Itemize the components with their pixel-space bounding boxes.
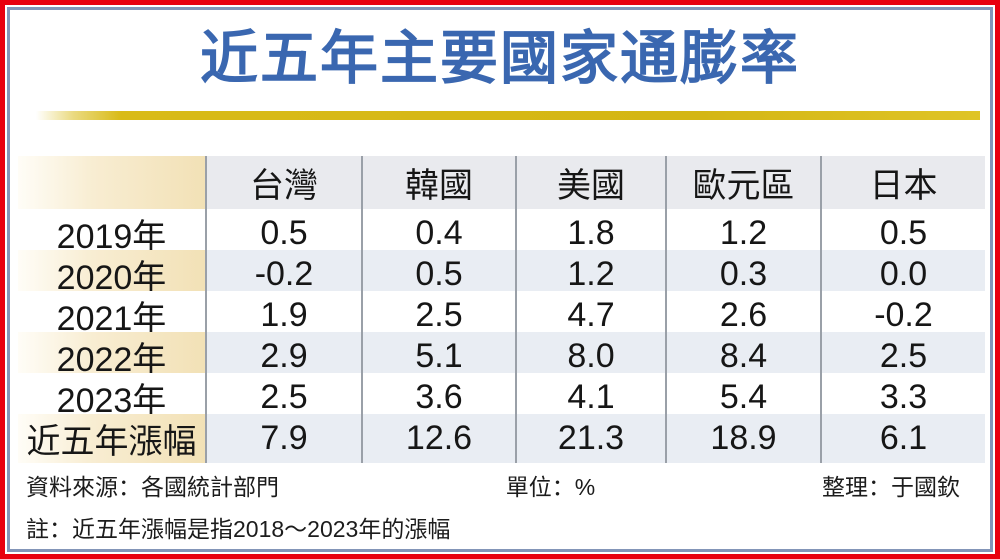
inner-frame: 近五年主要國家通膨率 台灣 韓國 美國 歐元區 日本 2019年 0.5 0.4… xyxy=(5,5,995,554)
cell-value: 2.5 xyxy=(820,332,985,381)
cell-value: 1.9 xyxy=(205,291,361,340)
cell-value: 7.9 xyxy=(205,414,361,463)
table-header-row: 台灣 韓國 美國 歐元區 日本 xyxy=(18,156,985,209)
cell-value: 12.6 xyxy=(361,414,515,463)
row-label: 2021年 xyxy=(18,291,205,340)
editor-note: 整理：于國欽 xyxy=(821,474,960,500)
cell-value: 3.6 xyxy=(361,373,515,422)
unit-note: 單位：% xyxy=(505,474,596,500)
cell-value: 4.1 xyxy=(515,373,665,422)
row-label: 2023年 xyxy=(18,373,205,422)
header-cell-eurozone: 歐元區 xyxy=(665,156,820,209)
cell-value: 4.7 xyxy=(515,291,665,340)
cell-value: 0.4 xyxy=(361,209,515,258)
cell-value: 1.2 xyxy=(665,209,820,258)
cell-value: 1.8 xyxy=(515,209,665,258)
cell-value: 2.9 xyxy=(205,332,361,381)
cell-value: 2.6 xyxy=(665,291,820,340)
cell-value: 1.2 xyxy=(515,250,665,299)
table-row: 2022年 2.9 5.1 8.0 8.4 2.5 xyxy=(18,332,985,381)
header-cell-empty xyxy=(18,156,205,209)
header-cell-usa: 美國 xyxy=(515,156,665,209)
cell-value: 5.1 xyxy=(361,332,515,381)
row-label: 2020年 xyxy=(18,250,205,299)
inflation-table: 台灣 韓國 美國 歐元區 日本 2019年 0.5 0.4 1.8 1.2 0.… xyxy=(18,156,985,463)
row-label: 2022年 xyxy=(18,332,205,381)
cell-value: 0.3 xyxy=(665,250,820,299)
cell-value: 2.5 xyxy=(205,373,361,422)
page-title: 近五年主要國家通膨率 xyxy=(199,26,800,91)
source-note: 資料來源：各國統計部門 xyxy=(26,474,279,500)
cell-value: 8.4 xyxy=(665,332,820,381)
row-label: 近五年漲幅 xyxy=(18,414,205,463)
cell-value: 21.3 xyxy=(515,414,665,463)
footer-meta: 資料來源：各國統計部門 單位：% 整理：于國欽 xyxy=(10,468,990,502)
cell-value: 2.5 xyxy=(361,291,515,340)
table-row: 2020年 -0.2 0.5 1.2 0.3 0.0 xyxy=(18,250,985,299)
cell-value: 0.5 xyxy=(820,209,985,258)
cell-value: 0.5 xyxy=(361,250,515,299)
cell-value: 18.9 xyxy=(665,414,820,463)
header-cell-taiwan: 台灣 xyxy=(205,156,361,209)
cell-value: 8.0 xyxy=(515,332,665,381)
title-underline-bar xyxy=(36,111,980,120)
table-row: 2023年 2.5 3.6 4.1 5.4 3.3 xyxy=(18,373,985,422)
header-cell-japan: 日本 xyxy=(820,156,985,209)
cell-value: 6.1 xyxy=(820,414,985,463)
table-row: 2021年 1.9 2.5 4.7 2.6 -0.2 xyxy=(18,291,985,340)
table-row-total: 近五年漲幅 7.9 12.6 21.3 18.9 6.1 xyxy=(18,414,985,463)
row-label: 2019年 xyxy=(18,209,205,258)
cell-value: 3.3 xyxy=(820,373,985,422)
cell-value: -0.2 xyxy=(205,250,361,299)
cell-value: 5.4 xyxy=(665,373,820,422)
table-row: 2019年 0.5 0.4 1.8 1.2 0.5 xyxy=(18,209,985,258)
footnote: 註：近五年漲幅是指2018～2023年的漲幅 xyxy=(26,516,451,542)
cell-value: 0.5 xyxy=(205,209,361,258)
header-cell-korea: 韓國 xyxy=(361,156,515,209)
cell-value: -0.2 xyxy=(820,291,985,340)
cell-value: 0.0 xyxy=(820,250,985,299)
